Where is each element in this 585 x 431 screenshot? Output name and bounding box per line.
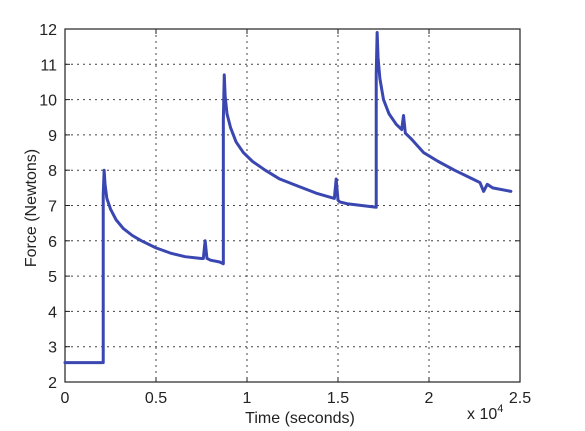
y-tick-label: 10 [39,93,57,110]
x-tick-label: 1.5 [327,390,349,407]
x-tick-label: 1 [243,390,252,407]
x-tick-label: 0.5 [145,390,167,407]
x-tick-label: 0 [61,390,70,407]
y-tick-label: 6 [48,234,57,251]
x-multiplier-exponent: 4 [497,403,503,415]
x-ticks: 0 0.5 1 1.5 2 2.5 [61,29,531,407]
y-axis-label: Force (Newtons) [23,149,40,267]
y-tick-label: 8 [48,163,57,180]
y-tick-label: 11 [40,57,57,74]
x-multiplier-base: x 10 [467,406,497,423]
x-tick-label: 2 [425,390,434,407]
x-axis-label: Time (seconds) [245,410,355,427]
x-tick-label: 2.5 [509,390,531,407]
y-ticks: 2 3 4 5 6 7 8 9 10 11 12 [39,22,520,392]
force-series-line [63,31,513,365]
grid [65,29,520,382]
y-tick-label: 5 [48,269,57,286]
y-tick-label: 4 [48,304,57,321]
y-tick-label: 3 [48,340,57,357]
y-tick-label: 12 [39,22,57,39]
x-multiplier-label: x 104 [467,403,503,423]
y-tick-label: 2 [48,375,57,392]
y-tick-label: 9 [48,128,57,145]
y-tick-label: 7 [48,199,57,216]
plot-frame [64,28,521,383]
